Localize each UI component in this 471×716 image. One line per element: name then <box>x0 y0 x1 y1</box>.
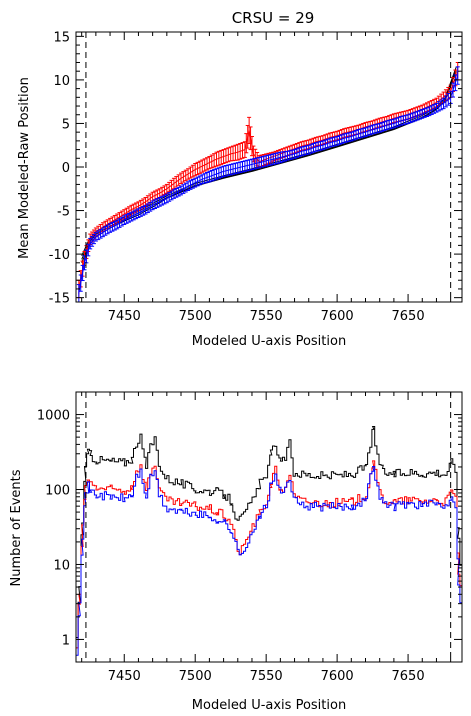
series-line <box>78 75 459 294</box>
x-axis-label: Modeled U-axis Position <box>192 698 346 713</box>
blue-histogram <box>76 466 462 656</box>
histogram-line <box>76 426 462 638</box>
bottom-panel: 7450 7500 7550 7600 7650 1 10 100 1000 Modeled … <box>9 391 463 713</box>
y-tick-label: 15 <box>53 30 70 45</box>
y-axis-ticks: -15 -10 -5 0 5 10 15 <box>49 30 462 307</box>
y-tick-label: -10 <box>49 248 70 263</box>
blue-series <box>76 66 460 303</box>
y-tick-label: -5 <box>57 205 70 220</box>
x-tick-label: 7500 <box>179 309 212 324</box>
x-tick-label: 7550 <box>250 309 283 324</box>
x-axis-ticks: 7450 7500 7550 7600 7650 <box>81 392 452 684</box>
y-tick-label: 5 <box>62 117 70 132</box>
x-tick-label: 7650 <box>392 669 425 684</box>
y-axis-label: Mean Modeled-Raw Position <box>17 77 32 259</box>
y-tick-label: 10 <box>53 74 70 89</box>
x-tick-label: 7600 <box>321 669 354 684</box>
dashed-reference-lines <box>85 32 452 302</box>
y-tick-label: 10 <box>53 558 70 573</box>
y-tick-label: 0 <box>62 161 70 176</box>
x-tick-label: 7500 <box>179 669 212 684</box>
dashed-reference-lines <box>85 392 452 662</box>
y-axis-label: Number of Events <box>9 469 24 586</box>
x-axis-label: Modeled U-axis Position <box>192 334 346 349</box>
y-axis-ticks: 1 10 100 1000 <box>37 391 462 648</box>
histogram-line <box>76 466 462 656</box>
y-tick-label: 1 <box>62 633 70 648</box>
chart-title: CRSU = 29 <box>232 9 315 27</box>
y-tick-label: -15 <box>49 292 70 307</box>
y-tick-label: 100 <box>45 484 70 499</box>
x-tick-label: 7650 <box>392 309 425 324</box>
x-tick-label: 7550 <box>250 669 283 684</box>
x-tick-label: 7450 <box>108 669 141 684</box>
plot-frame <box>75 391 463 663</box>
top-panel: CRSU = 29 7450 7500 7550 7600 7650 -15 -10 -5 0… <box>17 9 463 349</box>
black-histogram <box>76 426 462 638</box>
x-axis-ticks: 7450 7500 7550 7600 7650 <box>81 32 452 324</box>
y-tick-label: 1000 <box>37 409 70 424</box>
x-tick-label: 7450 <box>108 309 141 324</box>
x-tick-label: 7600 <box>321 309 354 324</box>
